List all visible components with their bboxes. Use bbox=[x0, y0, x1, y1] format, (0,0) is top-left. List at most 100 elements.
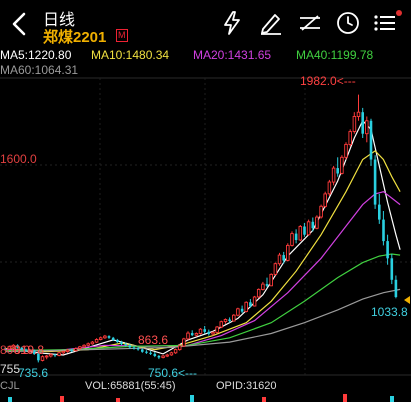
grid-lines bbox=[0, 77, 411, 376]
candle-body bbox=[269, 273, 273, 287]
candle-body bbox=[323, 193, 327, 207]
candle bbox=[294, 229, 298, 244]
candle-body bbox=[128, 345, 132, 348]
candle bbox=[116, 338, 119, 344]
candle-body bbox=[240, 308, 244, 312]
candle-body bbox=[149, 352, 152, 354]
candle bbox=[124, 342, 127, 347]
cjl-label[interactable]: CJL bbox=[0, 380, 20, 392]
candle-body bbox=[331, 167, 336, 183]
candle-body bbox=[356, 111, 361, 117]
local-high-label: 863.6 bbox=[138, 333, 169, 347]
candle-body bbox=[57, 352, 61, 356]
candle bbox=[128, 344, 132, 349]
candle-body bbox=[232, 314, 236, 322]
candle bbox=[20, 346, 23, 351]
candle bbox=[394, 275, 398, 299]
menu-icon[interactable] bbox=[372, 10, 398, 36]
local-low-label: 750.6<--- bbox=[148, 366, 198, 380]
candle-body bbox=[352, 116, 357, 132]
candle bbox=[157, 355, 161, 360]
candle-body bbox=[382, 219, 385, 242]
candle bbox=[344, 142, 348, 160]
candle-body bbox=[215, 326, 219, 333]
high-price-label: 1982.0<--- bbox=[300, 74, 356, 88]
candle-body bbox=[394, 279, 398, 297]
candle bbox=[256, 288, 261, 298]
candle-body bbox=[298, 226, 303, 241]
candle bbox=[340, 155, 344, 175]
notification-dot bbox=[396, 10, 402, 16]
volume-strip bbox=[8, 394, 394, 402]
clock-icon[interactable] bbox=[335, 10, 361, 36]
candle bbox=[173, 348, 178, 354]
pencil-icon[interactable] bbox=[258, 10, 284, 36]
back-icon[interactable] bbox=[8, 10, 32, 38]
candle bbox=[223, 318, 228, 324]
candle bbox=[44, 355, 49, 360]
trend-lines-icon[interactable] bbox=[297, 10, 323, 36]
candle-body bbox=[173, 349, 178, 354]
candle-body bbox=[3, 348, 7, 350]
candle bbox=[165, 353, 169, 358]
candle bbox=[282, 251, 285, 264]
candle-body bbox=[369, 120, 373, 160]
candle bbox=[94, 338, 99, 343]
contract-badge: M bbox=[116, 29, 128, 42]
candle bbox=[190, 330, 194, 337]
candle bbox=[40, 355, 45, 362]
candle-body bbox=[53, 354, 57, 356]
candle-body bbox=[223, 319, 228, 323]
candle-body bbox=[344, 143, 348, 158]
candle bbox=[361, 107, 364, 138]
candle bbox=[273, 262, 278, 276]
candle bbox=[319, 204, 323, 219]
candle bbox=[70, 348, 73, 352]
candle bbox=[132, 345, 136, 350]
candle bbox=[194, 332, 199, 337]
candle-body bbox=[103, 335, 107, 339]
candle-body bbox=[74, 348, 78, 352]
candle bbox=[261, 281, 265, 291]
ma-line-ma10 bbox=[5, 150, 401, 353]
legend-ma20: MA20:1431.65 bbox=[193, 48, 272, 62]
candle bbox=[86, 342, 90, 347]
candle bbox=[290, 231, 294, 247]
legend-ma10: MA10:1480.34 bbox=[91, 48, 170, 62]
candle-body bbox=[90, 341, 95, 345]
candle-body bbox=[136, 348, 140, 350]
candle-body bbox=[265, 284, 269, 286]
candle bbox=[141, 348, 144, 353]
last-price-marker bbox=[404, 296, 410, 304]
candle bbox=[240, 305, 244, 314]
candle-body bbox=[86, 343, 90, 346]
left-price-label-1: 819.8 bbox=[14, 343, 45, 357]
candle-body bbox=[28, 349, 32, 352]
candle-body bbox=[294, 233, 298, 240]
candle-body bbox=[303, 226, 306, 235]
ma-line-ma5 bbox=[5, 119, 401, 356]
candle-body bbox=[78, 346, 82, 349]
candle bbox=[236, 307, 240, 317]
candle bbox=[28, 348, 32, 353]
candle-body bbox=[282, 255, 285, 261]
candle bbox=[161, 355, 165, 359]
candle bbox=[98, 336, 103, 341]
candle bbox=[249, 299, 252, 308]
volume-bar bbox=[262, 397, 266, 402]
candle-body bbox=[40, 356, 45, 361]
contract-title: 郑煤2201 bbox=[43, 29, 107, 46]
candle bbox=[298, 225, 303, 242]
candle bbox=[149, 351, 152, 355]
candle-body bbox=[44, 355, 49, 358]
open-interest-label: OPID:31620 bbox=[216, 380, 277, 392]
candle-body bbox=[203, 329, 206, 332]
candle bbox=[336, 157, 339, 177]
candle-body bbox=[311, 221, 315, 229]
candle-body bbox=[211, 331, 215, 335]
volume-bar bbox=[390, 396, 394, 402]
lightning-icon[interactable] bbox=[219, 10, 245, 36]
candle-body bbox=[386, 241, 389, 259]
header-bar: 日线 郑煤2201 M bbox=[0, 0, 411, 46]
